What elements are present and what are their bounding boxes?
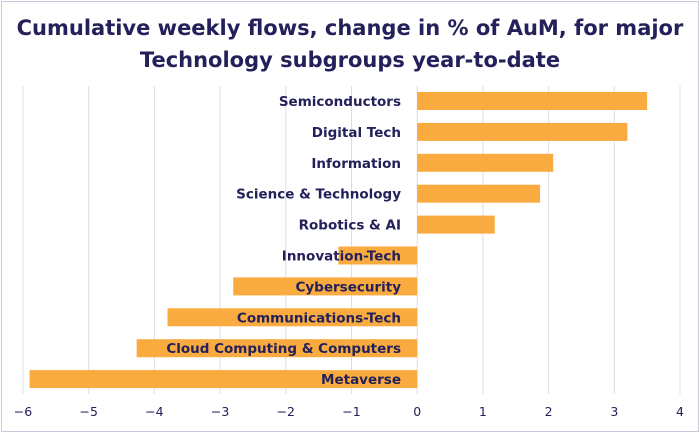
x-tick-label: −5	[79, 404, 97, 419]
bar	[417, 215, 495, 234]
category-label: Information	[311, 156, 401, 172]
category-label: Communications-Tech	[237, 310, 401, 326]
bar	[233, 277, 418, 296]
bar	[417, 92, 648, 110]
x-tick-label: −1	[342, 404, 360, 419]
x-tick-label: 0	[413, 404, 421, 419]
category-label: Digital Tech	[312, 125, 401, 141]
bar	[136, 339, 418, 358]
x-tick-label: 2	[545, 404, 553, 419]
category-label: Robotics & AI	[299, 218, 401, 234]
category-label: Semiconductors	[279, 94, 401, 110]
category-label: Cloud Computing & Computers	[166, 341, 401, 357]
x-axis-tick-labels: −6 −5 −4 −3 −2 −1 0 1 2 3 4	[14, 404, 684, 419]
x-tick-label: 3	[610, 404, 618, 419]
x-tick-label: −3	[211, 404, 229, 419]
bar	[417, 122, 628, 141]
bars	[29, 92, 648, 389]
x-tick-label: −4	[145, 404, 163, 419]
x-tick-label: −6	[14, 404, 32, 419]
category-label: Science & Technology	[236, 187, 401, 203]
bar	[417, 153, 554, 172]
chart-title-line-1: Cumulative weekly flows, change in % of …	[16, 16, 684, 40]
x-tick-label: −2	[277, 404, 295, 419]
bar	[29, 370, 418, 389]
category-label: Cybersecurity	[295, 279, 401, 295]
x-tick-label: 1	[479, 404, 487, 419]
chart-title-line-2: Technology subgroups year-to-date	[139, 48, 561, 72]
bar	[167, 308, 418, 327]
bar	[338, 246, 418, 265]
category-label: Metaverse	[321, 372, 401, 388]
chart-title: Cumulative weekly flows, change in % of …	[0, 12, 700, 76]
category-label: Innovation-Tech	[282, 249, 401, 265]
bar	[417, 184, 541, 203]
category-labels: Semiconductors Digital Tech Information Sci…	[166, 94, 401, 388]
x-tick-label: 4	[676, 404, 684, 419]
